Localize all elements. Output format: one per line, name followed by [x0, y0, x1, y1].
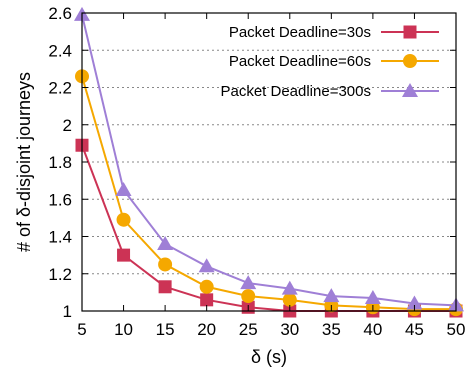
x-tick-label: 30 — [280, 320, 299, 339]
x-tick-label: 5 — [77, 320, 86, 339]
legend-label: Packet Deadline=60s — [229, 53, 371, 70]
data-point-circle — [282, 292, 297, 307]
legend-item: Packet Deadline=60s — [229, 53, 439, 70]
y-tick-label: 1.4 — [48, 228, 72, 247]
y-tick-label: 2.4 — [48, 41, 72, 60]
y-tick-label: 1.6 — [48, 190, 72, 209]
data-point-triangle — [364, 289, 381, 304]
data-point-triangle — [406, 295, 423, 310]
data-point-square — [200, 293, 214, 307]
data-point-square — [158, 280, 172, 294]
legend-label: Packet Deadline=30s — [229, 24, 371, 41]
x-tick-label: 25 — [239, 320, 258, 339]
y-tick-label: 1.2 — [48, 265, 72, 284]
x-axis-title: δ (s) — [251, 347, 287, 367]
x-tick-label: 50 — [447, 320, 466, 339]
series-circle — [75, 69, 463, 317]
data-point-circle — [241, 289, 256, 304]
data-point-circle — [116, 212, 131, 227]
legend-item: Packet Deadline=300s — [220, 83, 439, 100]
data-point-triangle — [198, 258, 215, 273]
data-point-circle — [403, 54, 417, 68]
series-line — [81, 76, 456, 311]
y-tick-label: 2.2 — [48, 79, 72, 98]
y-tick-label: 2 — [63, 116, 72, 135]
x-tick-label: 35 — [322, 320, 341, 339]
data-point-circle — [199, 279, 214, 294]
x-tick-label: 10 — [114, 320, 133, 339]
x-tick-label: 40 — [363, 320, 382, 339]
data-point-square — [403, 25, 417, 39]
data-point-triangle — [157, 235, 174, 250]
y-tick-label: 1 — [63, 302, 72, 321]
series-square — [75, 138, 463, 318]
x-tick-label: 20 — [197, 320, 216, 339]
data-point-triangle — [402, 83, 418, 97]
data-point-triangle — [281, 280, 298, 295]
x-tick-label: 15 — [156, 320, 175, 339]
data-point-square — [117, 248, 131, 262]
y-axis-title: # of δ-disjoint journeys — [14, 72, 34, 252]
x-tick-label: 45 — [405, 320, 424, 339]
legend-label: Packet Deadline=300s — [220, 83, 371, 100]
data-point-circle — [158, 257, 173, 272]
y-tick-label: 2.6 — [48, 4, 72, 23]
data-point-triangle — [115, 181, 132, 196]
legend-item: Packet Deadline=30s — [229, 24, 439, 41]
data-point-triangle — [240, 275, 257, 290]
data-point-triangle — [323, 288, 340, 303]
y-tick-label: 1.8 — [48, 153, 72, 172]
grid-lines — [82, 49, 456, 275]
series-line — [81, 14, 457, 307]
legend: Packet Deadline=30s Packet Deadline=60s Pa… — [220, 24, 439, 100]
axis-ticks: 1 1.2 1.4 1.6 1.8 2 2.2 2.4 2.6 5 10 15 20 25 30 35 40 45… — [48, 4, 465, 339]
